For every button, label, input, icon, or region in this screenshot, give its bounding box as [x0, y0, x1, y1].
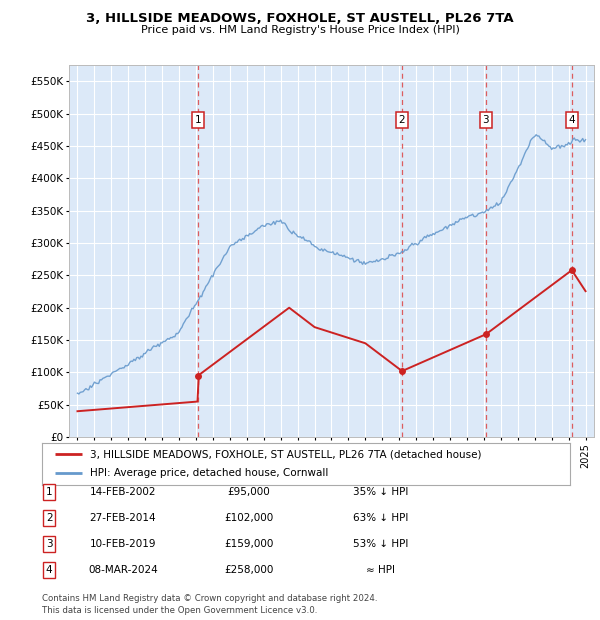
Text: 3, HILLSIDE MEADOWS, FOXHOLE, ST AUSTELL, PL26 7TA: 3, HILLSIDE MEADOWS, FOXHOLE, ST AUSTELL… [86, 12, 514, 25]
Text: 35% ↓ HPI: 35% ↓ HPI [353, 487, 409, 497]
Text: 14-FEB-2002: 14-FEB-2002 [90, 487, 156, 497]
Text: £159,000: £159,000 [224, 539, 274, 549]
Text: 3: 3 [46, 539, 53, 549]
Text: 3: 3 [482, 115, 489, 125]
Text: HPI: Average price, detached house, Cornwall: HPI: Average price, detached house, Corn… [89, 469, 328, 479]
Text: 4: 4 [46, 565, 53, 575]
Text: £102,000: £102,000 [224, 513, 274, 523]
Text: 63% ↓ HPI: 63% ↓ HPI [353, 513, 409, 523]
Text: £258,000: £258,000 [224, 565, 274, 575]
Text: Price paid vs. HM Land Registry's House Price Index (HPI): Price paid vs. HM Land Registry's House … [140, 25, 460, 35]
Text: Contains HM Land Registry data © Crown copyright and database right 2024.
This d: Contains HM Land Registry data © Crown c… [42, 594, 377, 615]
Text: ≈ HPI: ≈ HPI [367, 565, 395, 575]
Text: 2: 2 [398, 115, 405, 125]
Text: 4: 4 [569, 115, 575, 125]
Text: £95,000: £95,000 [227, 487, 271, 497]
Text: 08-MAR-2024: 08-MAR-2024 [88, 565, 158, 575]
Text: 1: 1 [46, 487, 53, 497]
Text: 2: 2 [46, 513, 53, 523]
Text: 53% ↓ HPI: 53% ↓ HPI [353, 539, 409, 549]
Text: 27-FEB-2014: 27-FEB-2014 [89, 513, 157, 523]
Text: 1: 1 [195, 115, 202, 125]
Text: 10-FEB-2019: 10-FEB-2019 [90, 539, 156, 549]
Text: 3, HILLSIDE MEADOWS, FOXHOLE, ST AUSTELL, PL26 7TA (detached house): 3, HILLSIDE MEADOWS, FOXHOLE, ST AUSTELL… [89, 449, 481, 459]
